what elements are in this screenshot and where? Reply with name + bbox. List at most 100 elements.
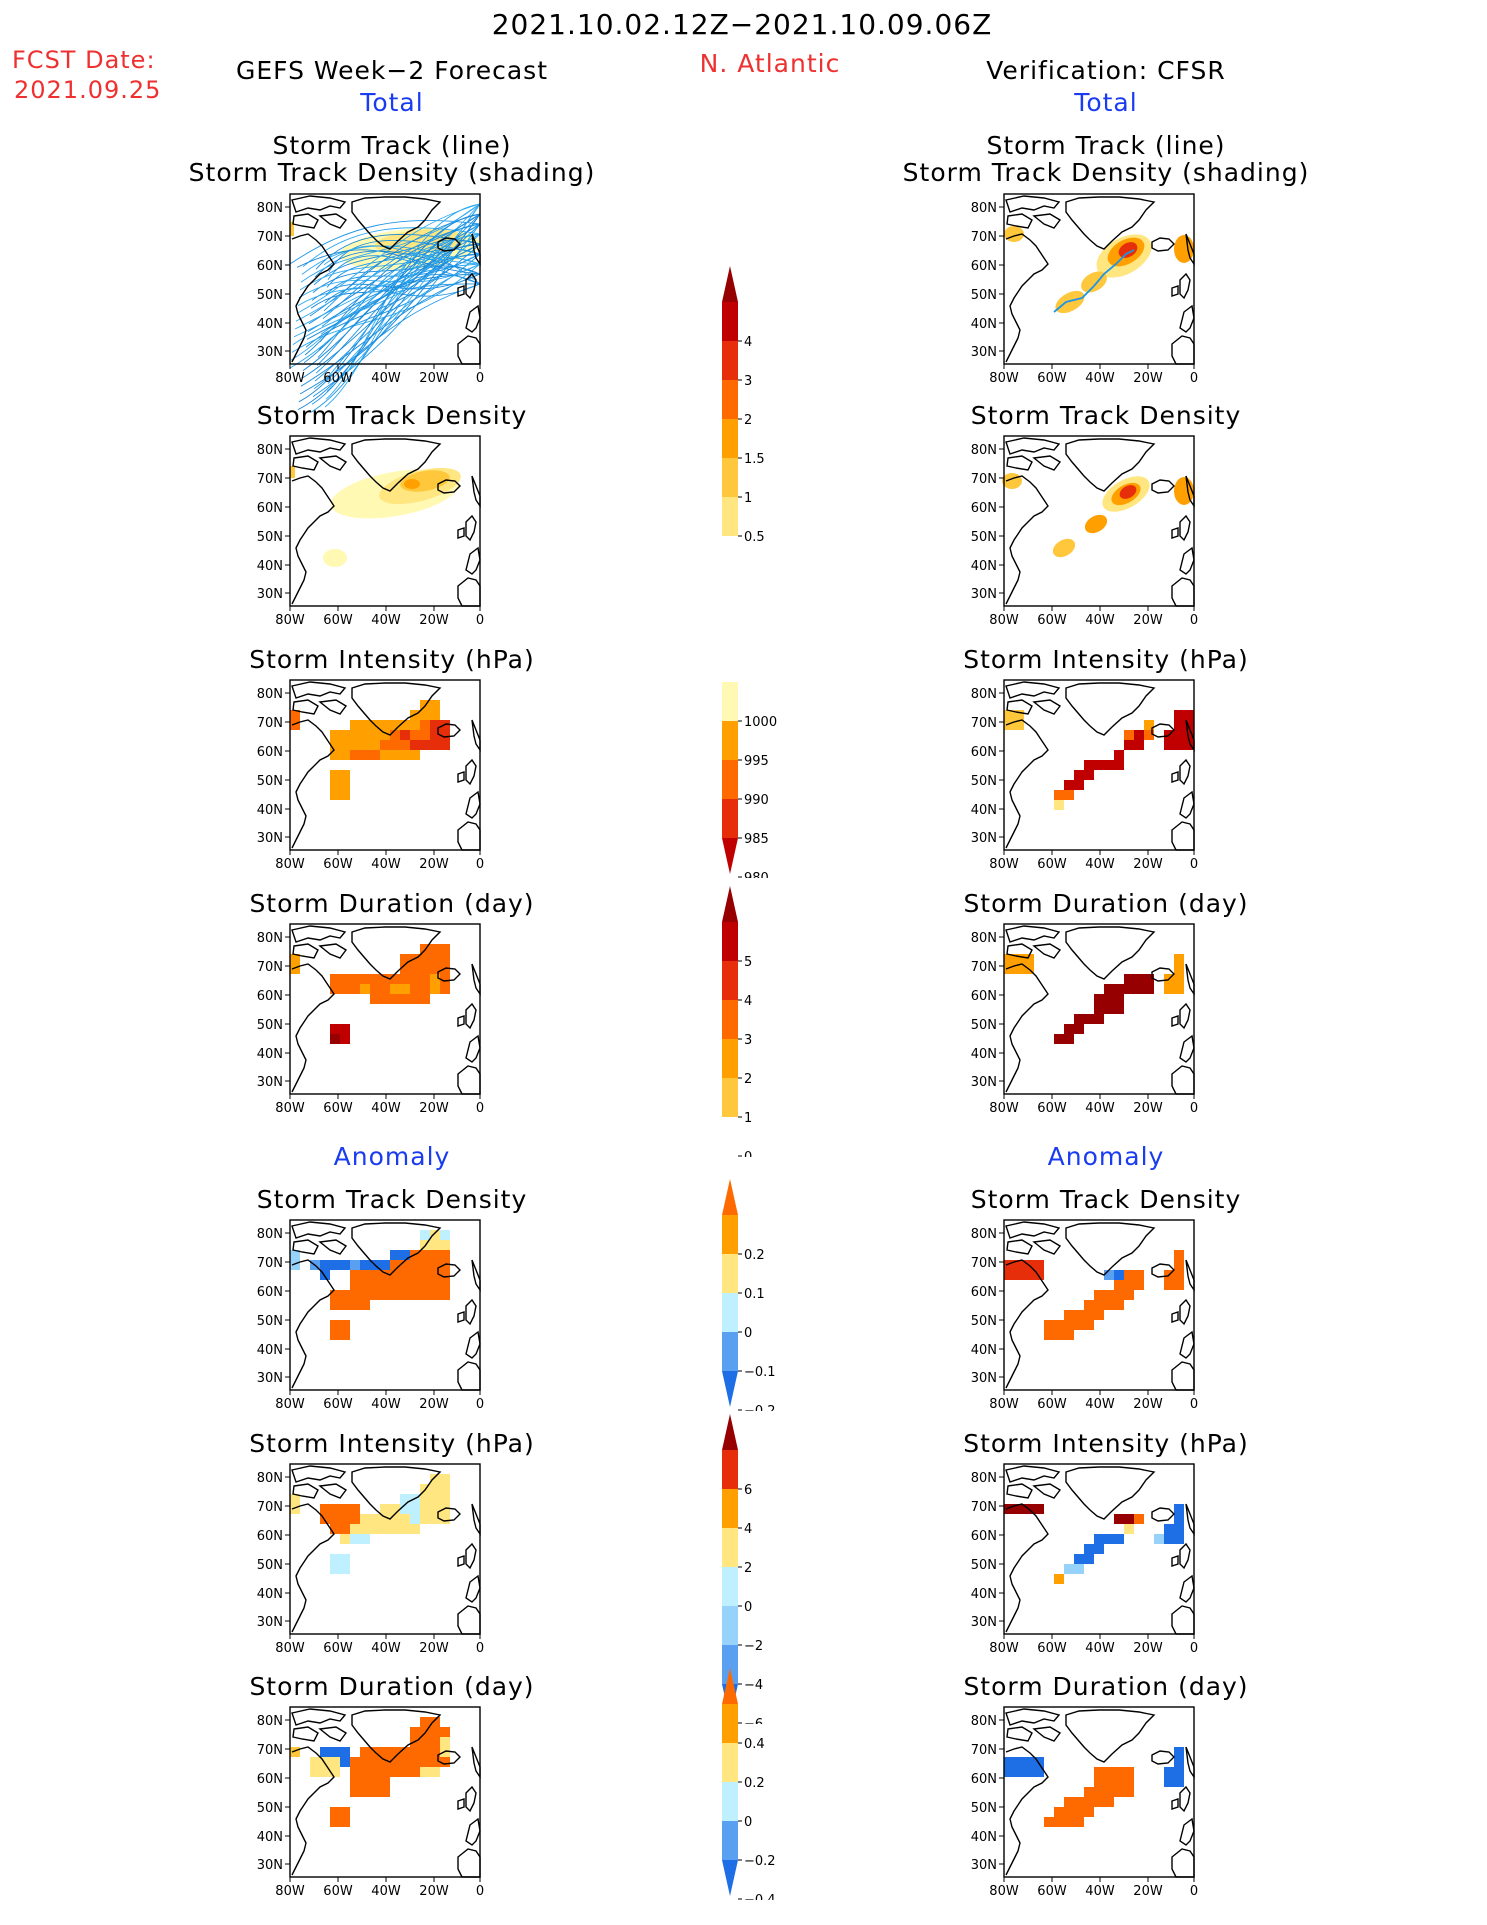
svg-text:985: 985 [744,832,769,847]
svg-text:30N: 30N [257,587,283,602]
svg-text:0: 0 [744,1815,752,1830]
svg-text:20W: 20W [419,1101,449,1116]
svg-text:60W: 60W [323,613,353,628]
svg-text:40N: 40N [971,1830,997,1845]
svg-text:0: 0 [744,1326,752,1341]
svg-text:80N: 80N [971,687,997,702]
svg-text:60W: 60W [323,1397,353,1412]
svg-text:80N: 80N [257,1714,283,1729]
date-range-title: 2021.10.02.12Z−2021.10.09.06Z [491,8,993,41]
svg-text:70N: 70N [257,716,283,731]
svg-text:40N: 40N [971,803,997,818]
svg-text:40N: 40N [257,1343,283,1358]
anomaly-label-right: Anomaly [1047,1142,1165,1171]
svg-text:80N: 80N [257,931,283,946]
svg-text:60W: 60W [323,1101,353,1116]
map-duration-total-left: 80N 70N 60N 50N 40N 30N 80W 60W 40W 20W 0 [246,918,484,1116]
svg-text:40W: 40W [371,1641,401,1656]
svg-text:60N: 60N [257,1772,283,1787]
svg-text:80W: 80W [275,857,305,872]
svg-text:30N: 30N [971,831,997,846]
svg-text:4: 4 [744,335,752,350]
title-density-left: Storm Track Density [256,401,528,430]
svg-text:0: 0 [476,857,484,872]
svg-text:60N: 60N [971,501,997,516]
svg-text:0.2: 0.2 [744,1776,765,1791]
svg-text:80N: 80N [971,443,997,458]
svg-text:40W: 40W [1085,613,1115,628]
svg-text:−4: −4 [744,1678,763,1693]
svg-text:0: 0 [744,1600,752,1615]
svg-text:0.2: 0.2 [744,1248,765,1263]
svg-text:60N: 60N [971,259,997,274]
svg-text:60W: 60W [1037,1397,1067,1412]
title-density-anom-left: Storm Track Density [256,1185,528,1214]
svg-text:40W: 40W [1085,1101,1115,1116]
svg-text:0.4: 0.4 [744,1737,765,1752]
map-density-total-left: 80N 70N 60N 50N 40N 30N 80W 60W 40W 20W 0 [246,430,484,628]
title-intensity-anom-left: Storm Intensity (hPa) [249,1429,535,1458]
svg-text:3: 3 [744,1033,752,1048]
svg-text:20W: 20W [1133,857,1163,872]
map-intensity-anom-right: 80N 70N 60N 50N 40N 30N 80W 60W 40W 20W 0 [960,1458,1198,1656]
svg-text:5: 5 [744,955,752,970]
svg-text:80W: 80W [275,1884,305,1899]
svg-text:50N: 50N [971,288,997,303]
svg-text:30N: 30N [971,1858,997,1873]
svg-text:50N: 50N [971,774,997,789]
title-duration-anom-right: Storm Duration (day) [963,1672,1249,1701]
svg-text:50N: 50N [971,1801,997,1816]
svg-text:80W: 80W [989,857,1019,872]
svg-text:0: 0 [1190,1641,1198,1656]
svg-text:40N: 40N [257,1830,283,1845]
svg-text:80N: 80N [971,931,997,946]
svg-text:40N: 40N [971,1587,997,1602]
svg-text:40W: 40W [1085,857,1115,872]
svg-text:50N: 50N [257,774,283,789]
svg-text:0: 0 [476,1397,484,1412]
svg-text:70N: 70N [257,1743,283,1758]
svg-text:50N: 50N [971,530,997,545]
svg-text:50N: 50N [971,1314,997,1329]
title-track-density-shading: Storm Track Density (shading) [902,158,1310,187]
svg-text:1: 1 [744,1111,752,1126]
svg-text:20W: 20W [419,1397,449,1412]
svg-text:60W: 60W [1037,371,1067,386]
svg-text:40W: 40W [371,613,401,628]
svg-text:40W: 40W [1085,1884,1115,1899]
svg-text:0: 0 [1190,613,1198,628]
svg-text:1000: 1000 [744,715,777,730]
svg-text:0: 0 [1190,1101,1198,1116]
svg-text:20W: 20W [1133,1101,1163,1116]
svg-text:20W: 20W [1133,613,1163,628]
map-density-total-right: 80N 70N 60N 50N 40N 30N 80W 60W 40W 20W 0 [960,430,1198,628]
svg-text:60N: 60N [971,745,997,760]
svg-text:0: 0 [476,1101,484,1116]
svg-text:50N: 50N [257,1558,283,1573]
svg-text:40N: 40N [257,559,283,574]
title-intensity-anom-right: Storm Intensity (hPa) [963,1429,1249,1458]
title-duration-anom-left: Storm Duration (day) [249,1672,535,1701]
svg-text:80W: 80W [989,613,1019,628]
svg-text:70N: 70N [971,1500,997,1515]
svg-text:6: 6 [744,1483,752,1498]
svg-text:20W: 20W [1133,371,1163,386]
title-duration-right: Storm Duration (day) [963,889,1249,918]
svg-text:80W: 80W [275,1641,305,1656]
svg-text:80W: 80W [989,371,1019,386]
svg-text:80N: 80N [971,1714,997,1729]
svg-text:60N: 60N [257,1529,283,1544]
title-track-line: Storm Track (line) [272,131,512,160]
svg-text:50N: 50N [257,1314,283,1329]
svg-text:1: 1 [744,491,752,506]
colorbar-duration-anom: 0.4 0.2 0 −0.2 −0.4 [718,1664,808,1908]
svg-text:0: 0 [476,371,484,386]
svg-text:60W: 60W [323,371,353,386]
svg-text:70N: 70N [257,472,283,487]
total-label-left: Total [360,88,424,117]
map-intensity-anom-left: 80N 70N 60N 50N 40N 30N 80W 60W 40W 20W 0 [246,1458,484,1656]
svg-text:80N: 80N [257,201,283,216]
svg-text:30N: 30N [257,1371,283,1386]
svg-text:70N: 70N [971,716,997,731]
